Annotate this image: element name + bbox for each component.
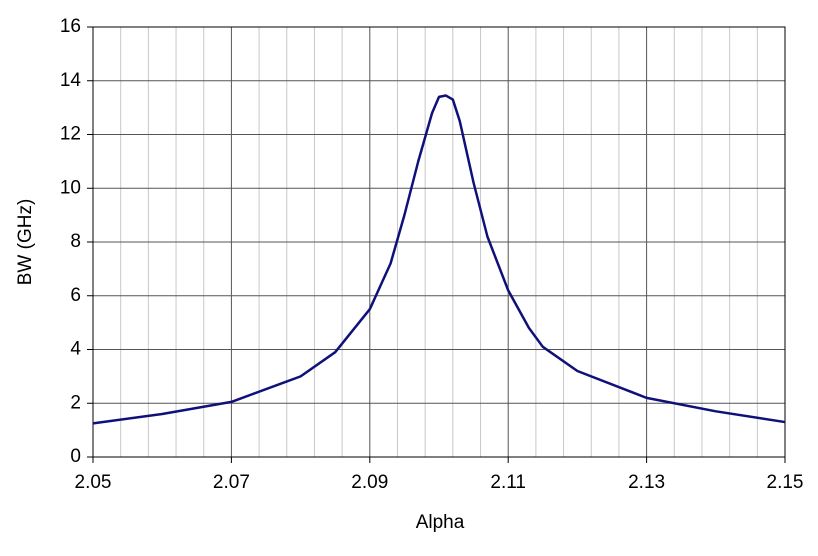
x-tick-label: 2.09 [351, 472, 388, 493]
y-tick-label: 8 [70, 231, 81, 252]
y-tick-label: 12 [60, 124, 81, 145]
x-tick-label: 2.11 [490, 472, 526, 493]
x-axis-label: Alpha [416, 512, 465, 533]
y-tick-label: 6 [70, 285, 81, 306]
y-tick-label: 10 [60, 177, 81, 198]
y-tick-label: 4 [70, 339, 81, 360]
data-line [92, 94, 786, 425]
x-tick-label: 2.05 [75, 472, 112, 493]
y-tick-label: 14 [60, 70, 82, 91]
x-tick-label: 2.13 [628, 472, 665, 493]
y-tick-label: 16 [60, 16, 81, 37]
y-axis-label: BW (GHz) [15, 199, 36, 286]
y-tick-label: 0 [70, 446, 81, 467]
y-tick-label: 2 [70, 392, 81, 413]
x-tick-label: 2.07 [213, 472, 250, 493]
x-tick-label: 2.15 [767, 472, 804, 493]
plot-frame [92, 26, 786, 458]
